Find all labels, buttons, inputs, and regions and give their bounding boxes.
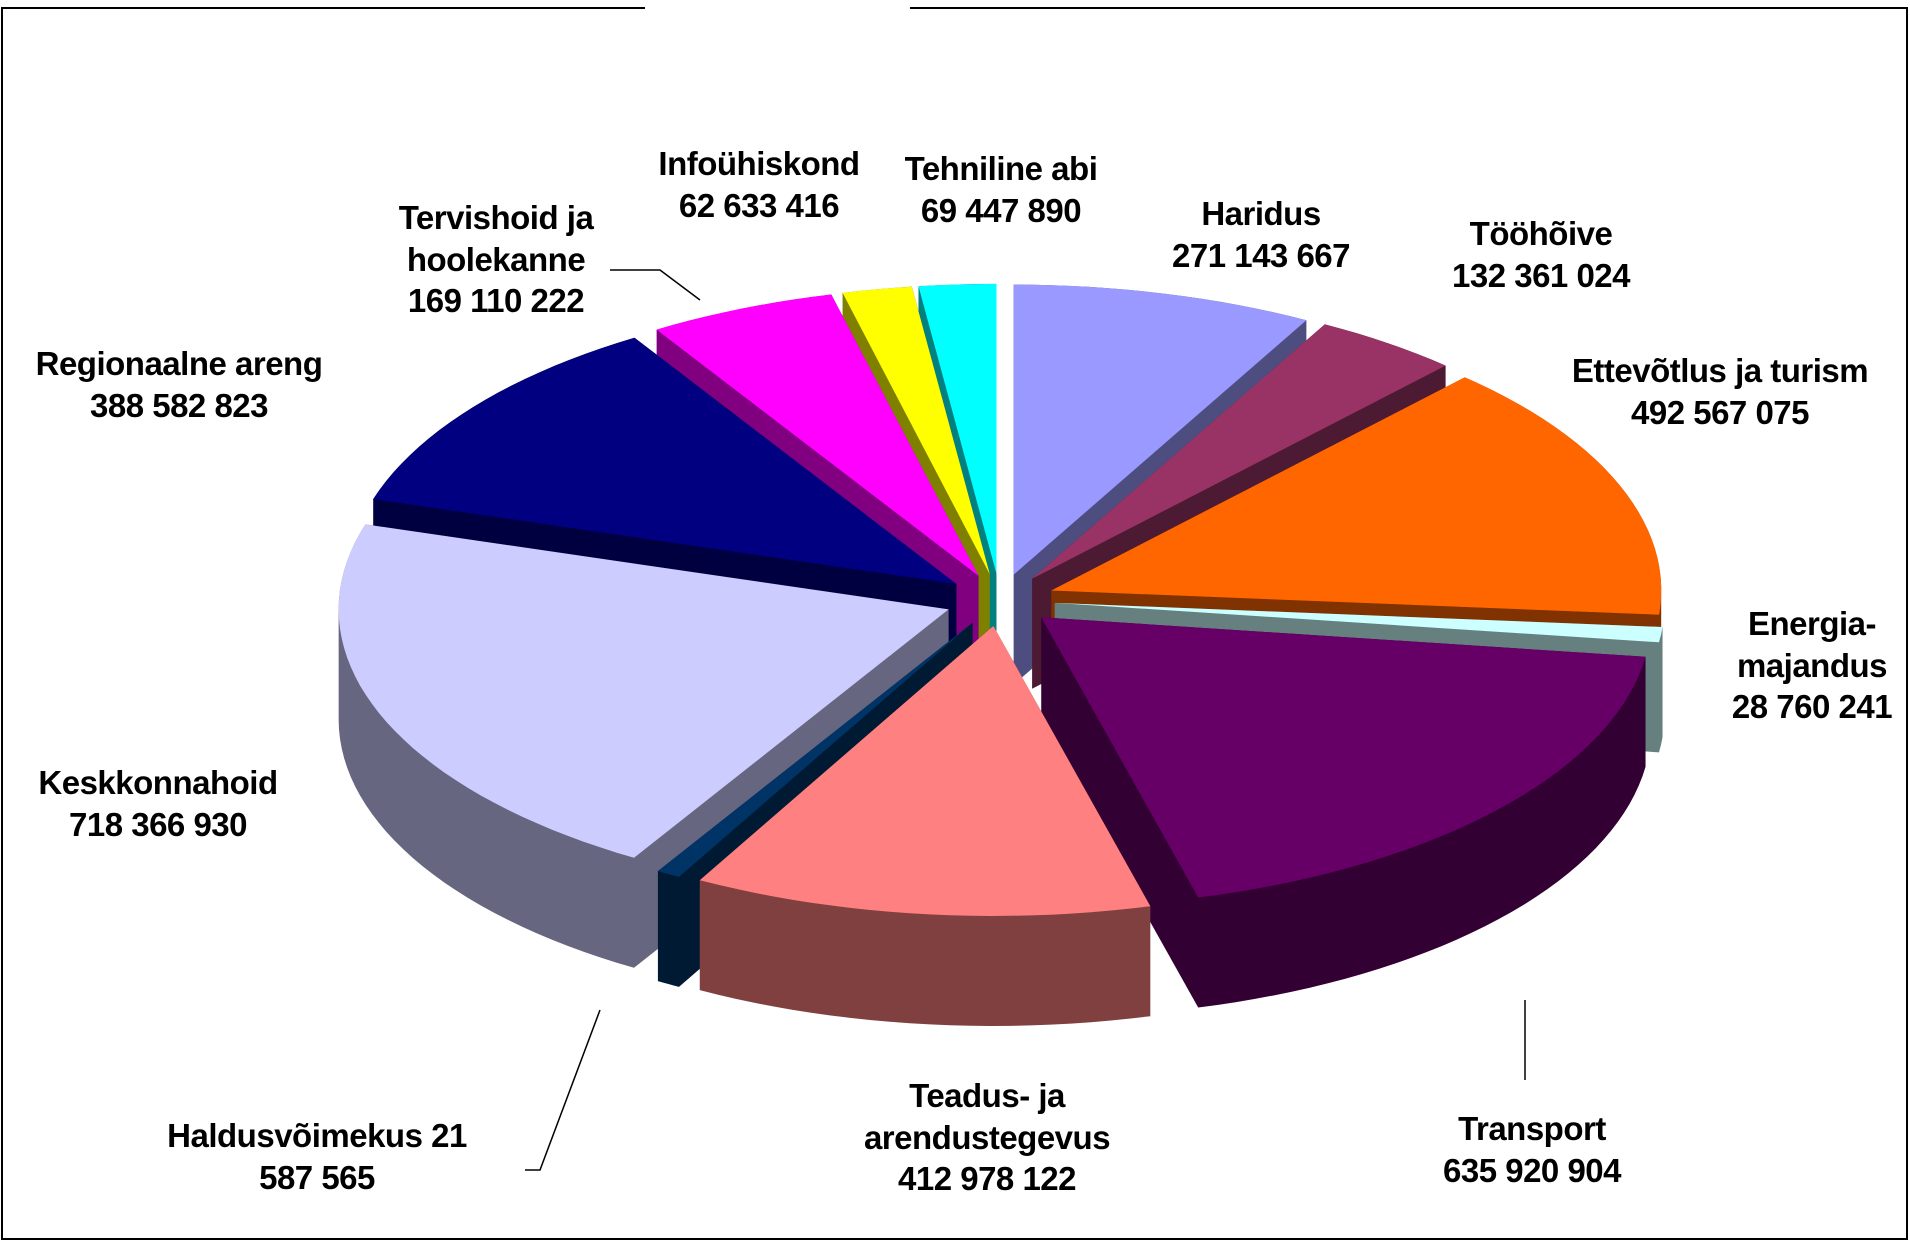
value-label: 62 633 416 (629, 185, 889, 227)
frame-gap (875, 0, 905, 14)
category-label: Keskkonnahoid (0, 762, 318, 804)
value-label: 718 366 930 (0, 804, 318, 846)
category-label: Tehniline abi (871, 148, 1131, 190)
category-label: Ettevõtlus ja turism (1530, 350, 1910, 392)
value-label: 69 447 890 (871, 190, 1131, 232)
category-label: Tööhõive (1411, 213, 1671, 255)
category-label: Haldusvõimekus (167, 1117, 422, 1154)
category-label: Teadus- ja arendustegevus (822, 1075, 1152, 1158)
chart: Haridus271 143 667Tööhõive132 361 024 Ett… (0, 0, 1910, 1241)
slice-label: Haldusvõimekus 21 587 565 (137, 1115, 497, 1198)
category-label: Transport (1382, 1108, 1682, 1150)
value-label: 271 143 667 (1111, 235, 1411, 277)
category-label: Tervishoid ja hoolekanne (366, 197, 626, 280)
leader-line (525, 1010, 600, 1170)
value-label: 169 110 222 (366, 280, 626, 322)
value-label: 635 920 904 (1382, 1150, 1682, 1192)
value-label: 388 582 823 (0, 385, 359, 427)
frame-gap (645, 0, 910, 14)
value-label: 412 978 122 (822, 1158, 1152, 1200)
value-label: 28 760 241 (1725, 686, 1900, 728)
category-label: Regionaalne areng (0, 343, 359, 385)
category-label: Infoühiskond (629, 143, 889, 185)
value-label: 492 567 075 (1530, 392, 1910, 434)
value-label: 132 361 024 (1411, 255, 1671, 297)
category-label: Energia-majandus (1725, 603, 1900, 686)
category-label: Haridus (1111, 193, 1411, 235)
